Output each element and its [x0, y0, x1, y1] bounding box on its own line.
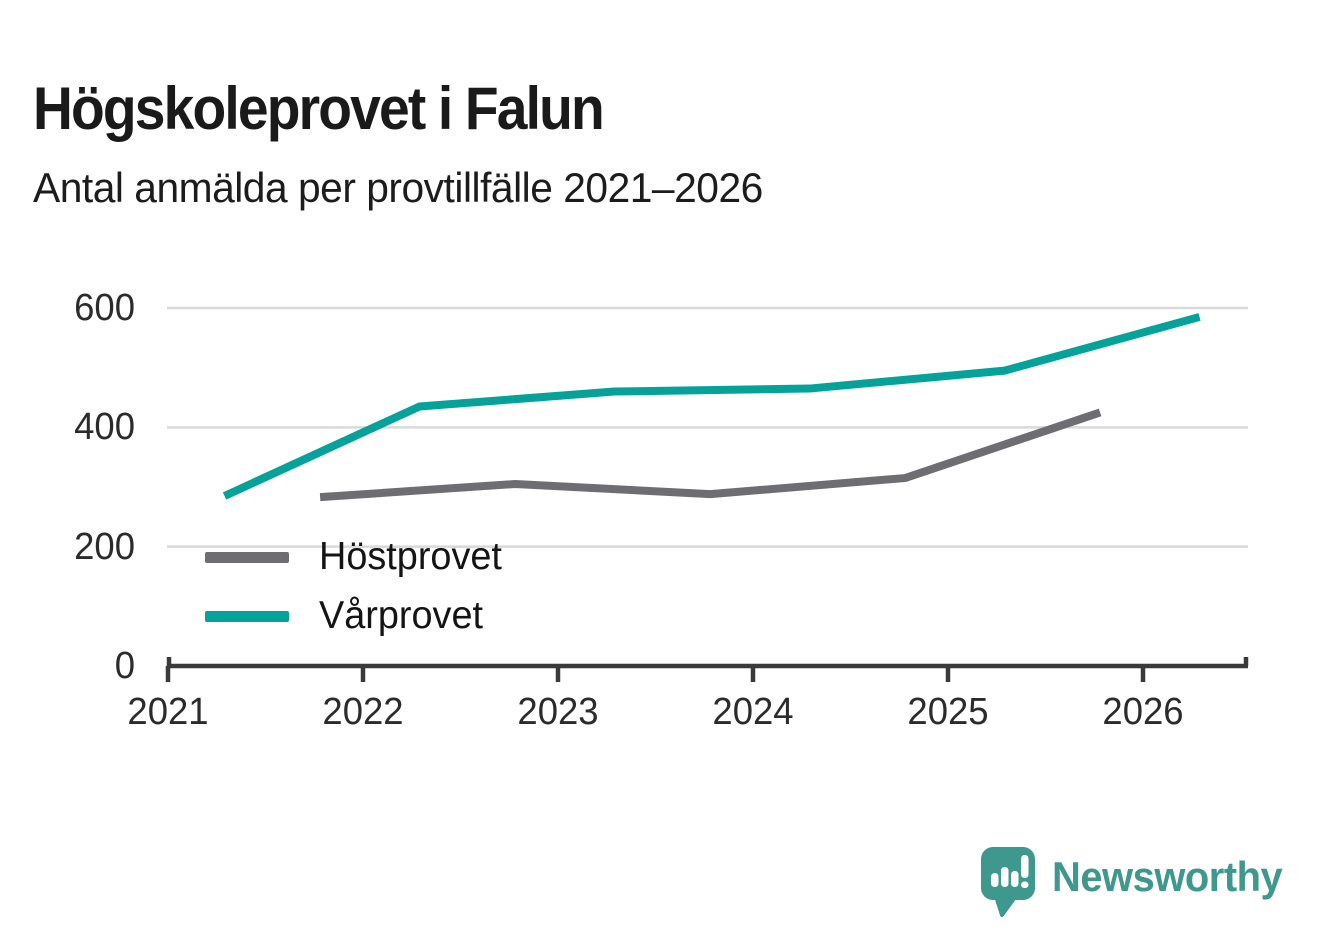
series-line-vårprovet [222, 313, 1201, 500]
legend-label-hostprovet: Höstprovet [319, 535, 502, 578]
chart-title: Högskoleprovet i Falun [33, 75, 605, 143]
x-axis-label-2025: 2025 [907, 691, 989, 733]
speech-bubble-bar-chart-icon [981, 847, 1035, 917]
newsworthy-wordmark: Newsworthy [1052, 853, 1283, 900]
x-axis-label-2022: 2022 [322, 691, 404, 733]
y-axis-label-200: 200 [74, 525, 135, 568]
x-axis-label-2024: 2024 [712, 691, 794, 733]
x-axis-label-2021: 2021 [127, 691, 209, 733]
y-axis-label-0: 0 [114, 645, 135, 687]
legend-item-hostprovet: Höstprovet [205, 537, 508, 577]
y-axis-label-400: 400 [74, 406, 135, 449]
legend-label-varprovet: Vårprovet [319, 594, 484, 637]
legend-item-varprovet: Vårprovet [205, 596, 488, 636]
x-axis-label-2026: 2026 [1102, 691, 1184, 733]
y-axis-label-600: 600 [74, 287, 135, 329]
chart-subtitle: Antal anmälda per provtillfälle 2021–202… [33, 164, 763, 211]
varprovet-line-swatch [205, 610, 289, 622]
x-axis-label-2023: 2023 [517, 691, 599, 733]
newsworthy-logo: Newsworthy [978, 843, 1308, 923]
hostprovet-line-swatch [205, 551, 289, 563]
series-line-höstprovet [319, 408, 1102, 502]
